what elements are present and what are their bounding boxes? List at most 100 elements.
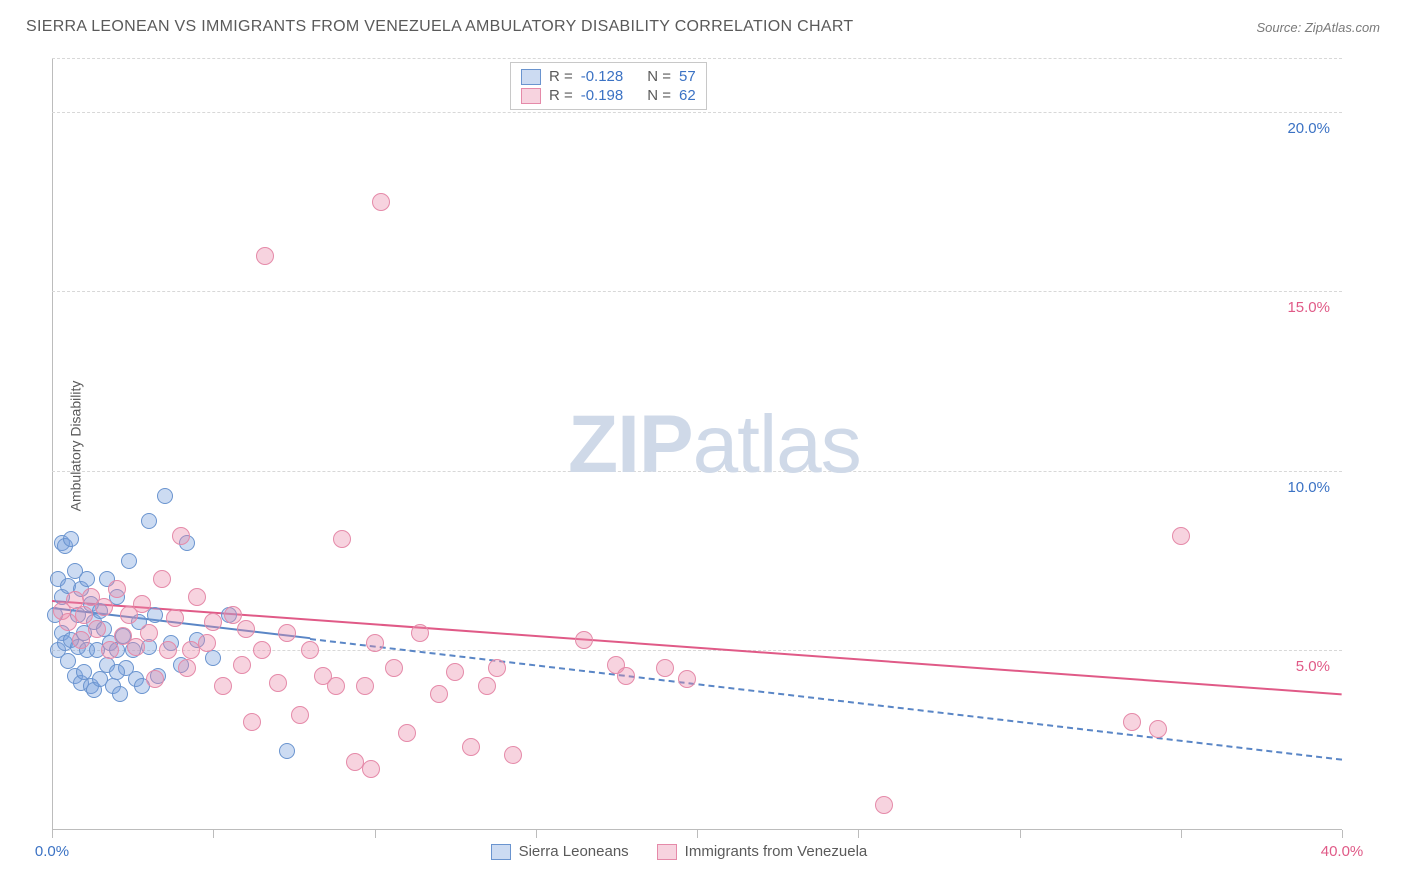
r-value: -0.198 xyxy=(581,87,624,104)
scatter-point xyxy=(279,743,295,759)
scatter-point xyxy=(446,663,464,681)
gridline xyxy=(52,58,1342,59)
scatter-point xyxy=(233,656,251,674)
y-axis-line xyxy=(52,58,53,830)
legend-swatch xyxy=(521,69,541,85)
scatter-point xyxy=(214,677,232,695)
y-tick-label: 5.0% xyxy=(1296,658,1330,675)
scatter-point xyxy=(617,667,635,685)
scatter-point xyxy=(656,659,674,677)
scatter-point xyxy=(1172,527,1190,545)
scatter-point xyxy=(362,760,380,778)
scatter-point xyxy=(478,677,496,695)
scatter-point xyxy=(504,746,522,764)
x-tick-label: 0.0% xyxy=(35,843,69,860)
scatter-point xyxy=(88,620,106,638)
legend-label: Sierra Leoneans xyxy=(519,843,629,860)
scatter-point xyxy=(95,598,113,616)
gridline xyxy=(52,291,1342,292)
x-tick xyxy=(375,830,376,838)
n-label: N = xyxy=(647,87,671,104)
scatter-point xyxy=(178,659,196,677)
scatter-point xyxy=(166,609,184,627)
scatter-point xyxy=(75,606,93,624)
r-label: R = xyxy=(549,87,573,104)
x-tick-label: 40.0% xyxy=(1321,843,1364,860)
scatter-point xyxy=(243,713,261,731)
chart-plot-area: 5.0%10.0%15.0%20.0%0.0%40.0%ZIPatlasR =-… xyxy=(52,58,1342,830)
scatter-point xyxy=(398,724,416,742)
y-tick-label: 20.0% xyxy=(1287,120,1330,137)
n-label: N = xyxy=(647,68,671,85)
source-label: Source: ZipAtlas.com xyxy=(1256,20,1380,35)
x-tick xyxy=(1181,830,1182,838)
scatter-point xyxy=(182,641,200,659)
x-tick xyxy=(697,830,698,838)
scatter-point xyxy=(385,659,403,677)
scatter-point xyxy=(411,624,429,642)
x-tick xyxy=(536,830,537,838)
scatter-point xyxy=(256,247,274,265)
legend-swatch xyxy=(521,88,541,104)
scatter-point xyxy=(198,634,216,652)
scatter-point xyxy=(101,641,119,659)
scatter-point xyxy=(1149,720,1167,738)
scatter-point xyxy=(237,620,255,638)
bottom-legend: Sierra Leoneans Immigrants from Venezuela xyxy=(491,843,868,860)
scatter-point xyxy=(72,631,90,649)
scatter-point xyxy=(133,595,151,613)
scatter-point xyxy=(79,571,95,587)
scatter-point xyxy=(327,677,345,695)
scatter-point xyxy=(146,670,164,688)
scatter-point xyxy=(462,738,480,756)
scatter-point xyxy=(112,686,128,702)
scatter-point xyxy=(63,531,79,547)
scatter-point xyxy=(1123,713,1141,731)
legend-swatch xyxy=(657,844,677,860)
stats-legend-box: R =-0.128N =57R =-0.198N =62 xyxy=(510,62,707,110)
scatter-point xyxy=(430,685,448,703)
scatter-point xyxy=(278,624,296,642)
chart-title: SIERRA LEONEAN VS IMMIGRANTS FROM VENEZU… xyxy=(26,18,853,36)
y-tick-label: 15.0% xyxy=(1287,299,1330,316)
scatter-point xyxy=(140,624,158,642)
stats-row: R = -0.128 N = 57 xyxy=(521,67,696,86)
r-value: -0.128 xyxy=(581,68,624,85)
legend-item: Sierra Leoneans xyxy=(491,843,629,860)
scatter-point xyxy=(291,706,309,724)
legend-label: Immigrants from Venezuela xyxy=(685,843,868,860)
scatter-point xyxy=(488,659,506,677)
x-tick xyxy=(1020,830,1021,838)
scatter-point xyxy=(188,588,206,606)
scatter-point xyxy=(224,606,242,624)
scatter-point xyxy=(153,570,171,588)
scatter-point xyxy=(127,638,145,656)
x-tick xyxy=(52,830,53,838)
legend-swatch xyxy=(491,844,511,860)
scatter-point xyxy=(875,796,893,814)
gridline xyxy=(52,650,1342,651)
scatter-point xyxy=(141,513,157,529)
legend-item: Immigrants from Venezuela xyxy=(657,843,868,860)
r-label: R = xyxy=(549,68,573,85)
scatter-point xyxy=(253,641,271,659)
scatter-point xyxy=(269,674,287,692)
y-tick-label: 10.0% xyxy=(1287,479,1330,496)
scatter-point xyxy=(372,193,390,211)
scatter-point xyxy=(333,530,351,548)
scatter-point xyxy=(301,641,319,659)
scatter-point xyxy=(204,613,222,631)
gridline xyxy=(52,112,1342,113)
scatter-point xyxy=(678,670,696,688)
watermark: ZIPatlas xyxy=(568,398,861,492)
x-tick xyxy=(213,830,214,838)
scatter-point xyxy=(109,664,125,680)
scatter-point xyxy=(121,553,137,569)
trend-line xyxy=(52,600,1342,695)
n-value: 57 xyxy=(679,68,696,85)
scatter-point xyxy=(356,677,374,695)
scatter-point xyxy=(172,527,190,545)
x-tick xyxy=(1342,830,1343,838)
scatter-point xyxy=(157,488,173,504)
gridline xyxy=(52,471,1342,472)
